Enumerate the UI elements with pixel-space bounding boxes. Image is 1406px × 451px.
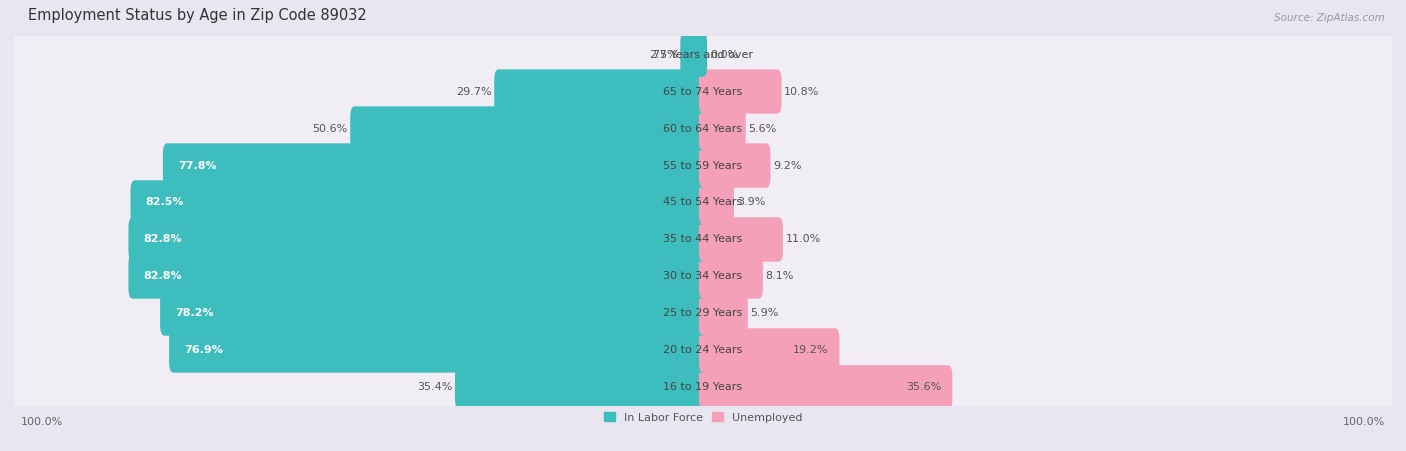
Text: Employment Status by Age in Zip Code 89032: Employment Status by Age in Zip Code 890…: [28, 8, 367, 23]
Text: 82.5%: 82.5%: [146, 198, 184, 207]
FancyBboxPatch shape: [456, 365, 707, 410]
FancyBboxPatch shape: [699, 254, 763, 299]
FancyBboxPatch shape: [699, 328, 839, 373]
FancyBboxPatch shape: [169, 328, 707, 373]
Text: 10.8%: 10.8%: [785, 87, 820, 97]
Text: 20 to 24 Years: 20 to 24 Years: [664, 345, 742, 355]
FancyBboxPatch shape: [681, 32, 707, 77]
Text: 76.9%: 76.9%: [184, 345, 224, 355]
FancyBboxPatch shape: [699, 69, 782, 114]
FancyBboxPatch shape: [699, 143, 770, 188]
FancyBboxPatch shape: [14, 56, 1392, 127]
Text: 35.4%: 35.4%: [416, 382, 453, 392]
FancyBboxPatch shape: [14, 352, 1392, 423]
FancyBboxPatch shape: [14, 167, 1392, 238]
Text: 0.0%: 0.0%: [710, 50, 738, 60]
Text: 35 to 44 Years: 35 to 44 Years: [664, 235, 742, 244]
FancyBboxPatch shape: [350, 106, 707, 151]
Text: 2.7%: 2.7%: [650, 50, 678, 60]
FancyBboxPatch shape: [699, 180, 734, 225]
Text: Source: ZipAtlas.com: Source: ZipAtlas.com: [1274, 13, 1385, 23]
Text: 11.0%: 11.0%: [786, 235, 821, 244]
Text: 8.1%: 8.1%: [766, 272, 794, 281]
Text: 45 to 54 Years: 45 to 54 Years: [664, 198, 742, 207]
Text: 5.6%: 5.6%: [748, 124, 776, 133]
Text: 30 to 34 Years: 30 to 34 Years: [664, 272, 742, 281]
Text: 100.0%: 100.0%: [21, 417, 63, 427]
Text: 9.2%: 9.2%: [773, 161, 801, 170]
FancyBboxPatch shape: [14, 19, 1392, 90]
Text: 19.2%: 19.2%: [793, 345, 828, 355]
Text: 60 to 64 Years: 60 to 64 Years: [664, 124, 742, 133]
FancyBboxPatch shape: [131, 180, 707, 225]
Text: 77.8%: 77.8%: [179, 161, 217, 170]
FancyBboxPatch shape: [699, 106, 745, 151]
FancyBboxPatch shape: [495, 69, 707, 114]
FancyBboxPatch shape: [14, 241, 1392, 312]
Text: 65 to 74 Years: 65 to 74 Years: [664, 87, 742, 97]
FancyBboxPatch shape: [14, 130, 1392, 201]
FancyBboxPatch shape: [699, 291, 748, 336]
Text: 55 to 59 Years: 55 to 59 Years: [664, 161, 742, 170]
FancyBboxPatch shape: [160, 291, 707, 336]
Text: 35.6%: 35.6%: [905, 382, 942, 392]
FancyBboxPatch shape: [163, 143, 707, 188]
Text: 5.9%: 5.9%: [751, 308, 779, 318]
FancyBboxPatch shape: [14, 204, 1392, 275]
Text: 50.6%: 50.6%: [312, 124, 347, 133]
Text: 78.2%: 78.2%: [176, 308, 214, 318]
FancyBboxPatch shape: [699, 217, 783, 262]
Text: 29.7%: 29.7%: [456, 87, 492, 97]
FancyBboxPatch shape: [14, 315, 1392, 386]
Text: 82.8%: 82.8%: [143, 272, 183, 281]
FancyBboxPatch shape: [128, 254, 707, 299]
Text: 25 to 29 Years: 25 to 29 Years: [664, 308, 742, 318]
Legend: In Labor Force, Unemployed: In Labor Force, Unemployed: [603, 412, 803, 423]
Text: 16 to 19 Years: 16 to 19 Years: [664, 382, 742, 392]
Text: 100.0%: 100.0%: [1343, 417, 1385, 427]
FancyBboxPatch shape: [14, 93, 1392, 164]
Text: 75 Years and over: 75 Years and over: [652, 50, 754, 60]
Text: 82.8%: 82.8%: [143, 235, 183, 244]
FancyBboxPatch shape: [699, 365, 952, 410]
FancyBboxPatch shape: [128, 217, 707, 262]
FancyBboxPatch shape: [14, 278, 1392, 349]
Text: 3.9%: 3.9%: [737, 198, 765, 207]
